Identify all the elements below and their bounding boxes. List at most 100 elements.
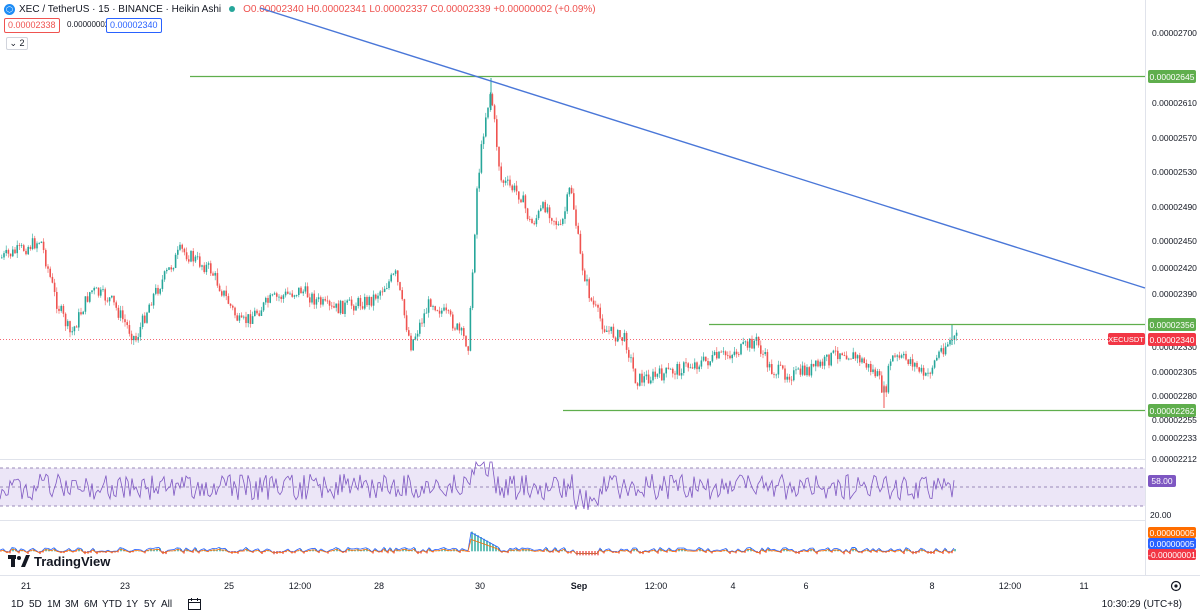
candle-body xyxy=(535,218,538,225)
candle-body xyxy=(172,267,175,270)
candle-body xyxy=(27,246,29,255)
candle-body xyxy=(540,208,542,211)
candle-body xyxy=(309,297,311,303)
price-axis[interactable]: 0.00002700 0.00002610 0.00002570 0.00002530… xyxy=(1152,28,1197,464)
candle-body xyxy=(159,288,161,294)
timeframe-3m[interactable]: 3M xyxy=(65,599,79,610)
candle-body xyxy=(944,346,947,355)
candle-body xyxy=(49,268,51,277)
candle-body xyxy=(577,225,579,234)
candle-body xyxy=(194,256,197,262)
candle-body xyxy=(727,355,729,357)
candle-body xyxy=(414,336,417,340)
macd-line-bg xyxy=(1148,538,1196,549)
candle-body xyxy=(777,364,780,375)
candle-body xyxy=(383,288,386,292)
candle-body xyxy=(203,265,205,273)
timeframe-1m[interactable]: 1M xyxy=(47,599,61,610)
gear-icon[interactable] xyxy=(1170,580,1182,592)
candle-body xyxy=(181,244,183,249)
candle-body xyxy=(955,332,958,336)
candle-body xyxy=(229,303,232,306)
candle-body xyxy=(700,360,703,367)
symbol-title[interactable]: XEC / TetherUS · 15 · BINANCE · Heikin A… xyxy=(19,3,222,15)
candle-body xyxy=(410,335,412,351)
candle-body xyxy=(287,291,289,294)
candle-body xyxy=(711,354,714,362)
candle-body xyxy=(859,355,861,363)
rsi-low-label: 20.00 xyxy=(1150,510,1172,520)
candle-body xyxy=(713,352,716,355)
level-label-mid: 0.00002356 xyxy=(1150,320,1195,330)
timeframe-5d[interactable]: 5D xyxy=(29,599,42,610)
candle-body xyxy=(381,291,384,293)
candle-body xyxy=(733,351,736,355)
timeframe-ytd[interactable]: YTD xyxy=(102,599,122,610)
chart-legend: ⬡ XEC / TetherUS · 15 · BINANCE · Heikin… xyxy=(4,2,596,16)
candle-body xyxy=(694,362,696,369)
candle-body xyxy=(425,312,428,314)
candle-body xyxy=(306,286,309,298)
calendar-icon[interactable] xyxy=(188,598,201,610)
candle-body xyxy=(799,368,802,375)
time-tick-label: 8 xyxy=(929,581,934,591)
candle-body xyxy=(812,363,815,367)
candle-body xyxy=(601,318,604,330)
candle-body xyxy=(364,296,366,309)
candle-body xyxy=(513,185,516,191)
candle-body xyxy=(108,297,111,302)
candle-body xyxy=(856,355,859,359)
macd-histogram-bar xyxy=(492,544,494,552)
rsi-value-label: 58.00 xyxy=(1151,476,1173,486)
candle-body xyxy=(313,293,315,305)
buy-price-button[interactable]: 0.00002340 xyxy=(106,18,162,33)
candle-body xyxy=(467,346,469,351)
candle-body xyxy=(493,105,496,120)
candle-body xyxy=(487,107,489,118)
timeframe-1d[interactable]: 1D xyxy=(11,599,24,610)
rsi-series xyxy=(0,460,955,510)
sell-price-button[interactable]: 0.00002338 xyxy=(4,18,60,33)
candle-body xyxy=(764,352,766,355)
candle-body xyxy=(742,342,744,344)
macd-histogram-bar xyxy=(420,551,422,554)
macd-histogram-bar xyxy=(183,551,185,554)
timeframe-1y[interactable]: 1Y xyxy=(126,599,139,610)
timeframe-5y[interactable]: 5Y xyxy=(144,599,157,610)
candle-body xyxy=(38,242,40,244)
macd-histogram-bar xyxy=(558,551,560,553)
candle-body xyxy=(276,293,278,297)
candle-body xyxy=(278,296,280,298)
candle-body xyxy=(78,312,80,328)
candle-body xyxy=(920,367,923,372)
candle-body xyxy=(388,281,390,289)
candle-body xyxy=(623,332,626,341)
price-tick-label: 0.00002305 xyxy=(1152,367,1197,377)
indicator-count: 2 xyxy=(19,38,25,48)
candle-body xyxy=(254,310,256,317)
candle-body xyxy=(496,119,498,147)
candle-body xyxy=(58,308,60,311)
candle-body xyxy=(469,307,472,351)
macd-histogram-bar xyxy=(486,540,488,552)
time-axis[interactable]: 21 23 25 12:00 28 30 Sep 12:00 4 6 8 12:00 11 xyxy=(21,581,1089,591)
timeframe-all[interactable]: All xyxy=(161,599,173,610)
candle-body xyxy=(507,179,509,181)
clock-timezone[interactable]: 10:30:29 (UTC+8) xyxy=(1101,599,1182,610)
candle-body xyxy=(546,207,549,213)
candle-body xyxy=(458,323,461,331)
macd-histogram-bar xyxy=(402,549,404,552)
tradingview-logo[interactable]: TradingView xyxy=(8,553,110,569)
timeframe-6m[interactable]: 6M xyxy=(84,599,98,610)
macd-histogram-bar xyxy=(333,550,335,552)
candle-body xyxy=(75,326,78,328)
candle-body xyxy=(652,371,654,381)
candle-body xyxy=(335,303,337,308)
price-tick-label: 0.00002390 xyxy=(1152,289,1197,299)
candle-body xyxy=(568,187,571,195)
collapse-indicators-button[interactable]: ⌄ 2 xyxy=(6,37,28,50)
descending-trendline[interactable] xyxy=(259,7,1146,289)
candle-body xyxy=(872,369,874,372)
candle-body xyxy=(14,249,16,254)
